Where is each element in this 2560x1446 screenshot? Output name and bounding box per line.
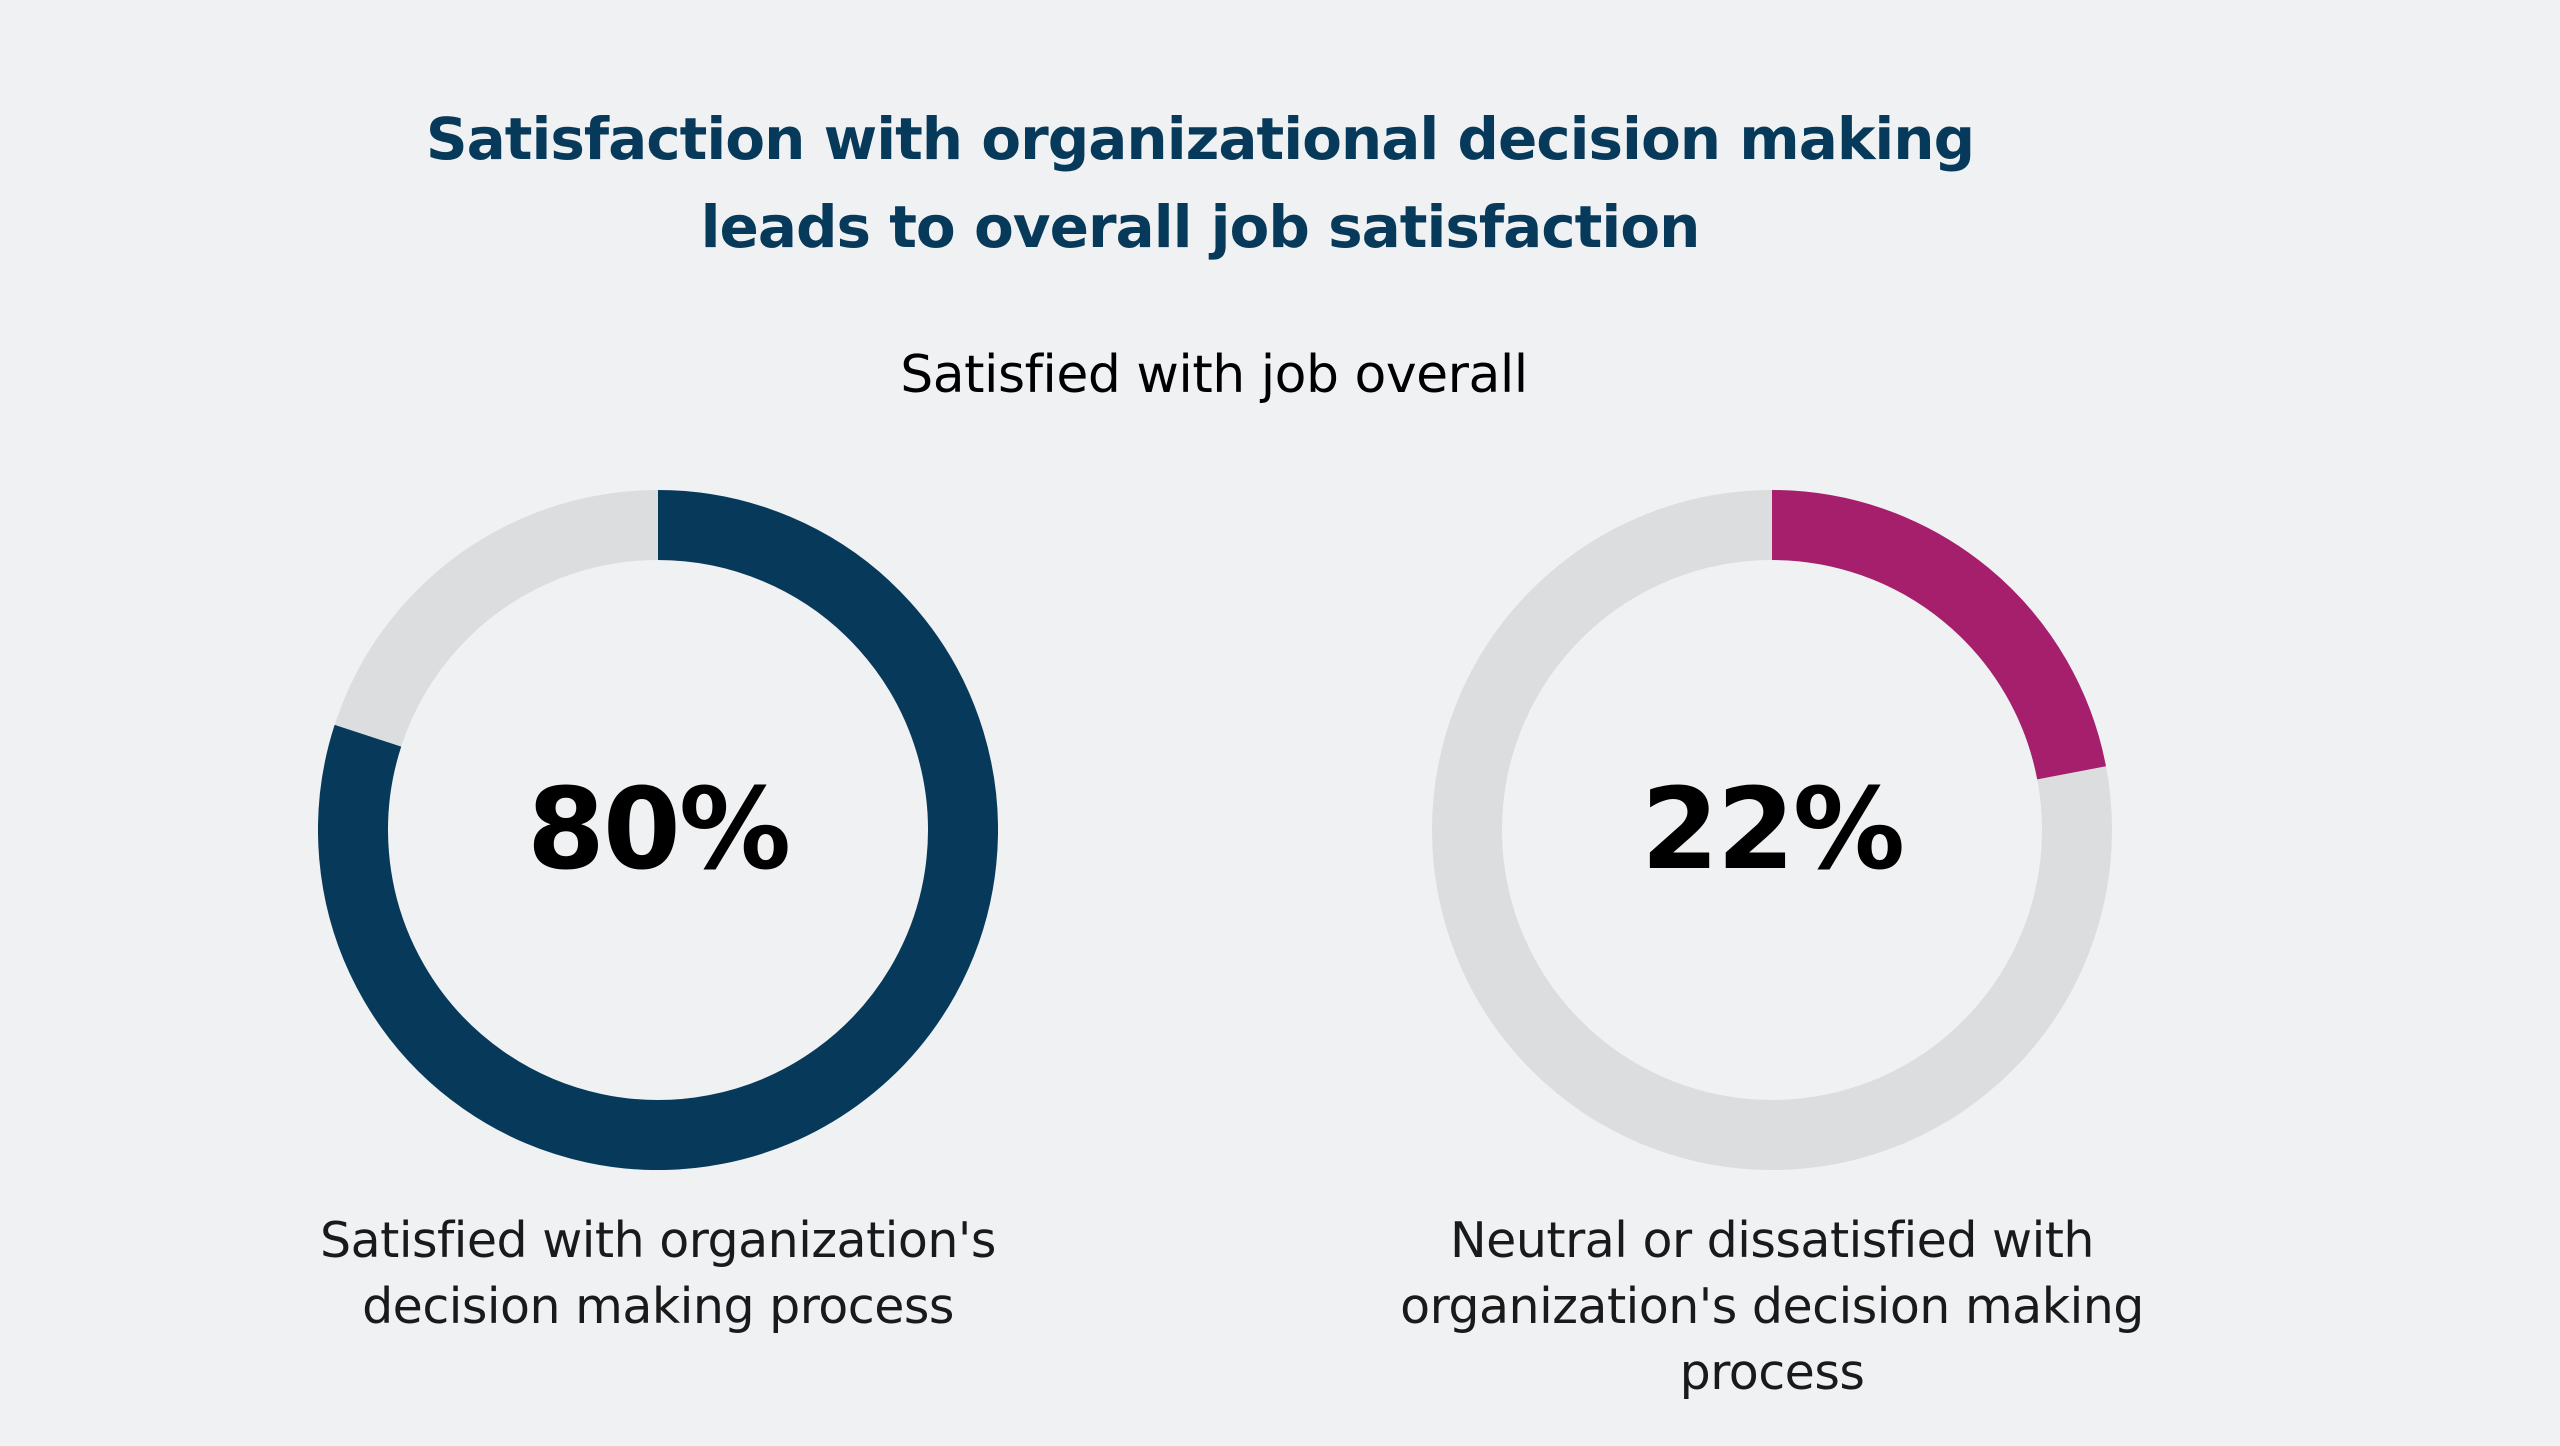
caption-line-1: Satisfied with organization's xyxy=(320,1212,996,1269)
donut-svg-neutral-dissatisfied xyxy=(1432,490,2112,1170)
chart-title-line-1: Satisfaction with organizational decisio… xyxy=(425,105,1975,173)
caption-line-2: organization's decision making process xyxy=(1400,1278,2144,1401)
caption-neutral-dissatisfied: Neutral or dissatisfied with organizatio… xyxy=(1322,1208,2222,1406)
caption-line-1: Neutral or dissatisfied with xyxy=(1450,1212,2094,1269)
donut-chart-satisfied: 80% xyxy=(318,490,998,1170)
chart-subtitle: Satisfied with job overall xyxy=(900,345,1528,405)
donut-chart-neutral-dissatisfied: 22% xyxy=(1432,490,2112,1170)
donut-arc-neutral-dissatisfied xyxy=(1771,490,2106,780)
chart-title: Satisfaction with organizational decisio… xyxy=(0,95,2400,271)
donut-arc-satisfied xyxy=(318,490,998,1170)
donut-value-label: 22% xyxy=(1640,765,1905,895)
donut-value-label: 80% xyxy=(526,765,791,895)
chart-title-line-2: leads to overall job satisfaction xyxy=(700,193,1701,261)
donut-svg-satisfied xyxy=(318,490,998,1170)
caption-satisfied: Satisfied with organization's decision m… xyxy=(208,1208,1108,1340)
caption-line-2: decision making process xyxy=(362,1278,954,1335)
